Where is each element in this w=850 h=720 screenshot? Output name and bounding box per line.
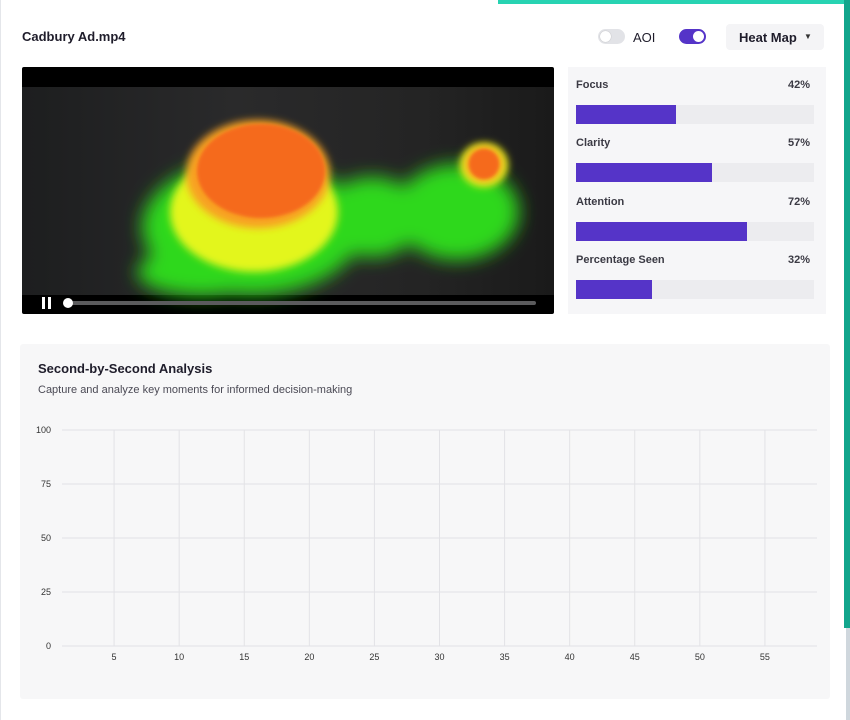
metric-value: 42% (787, 79, 810, 91)
scrollbar-thumb[interactable] (844, 0, 850, 628)
metrics-panel: Focus 42% Clarity 57% Attention 72% Perc… (568, 67, 826, 314)
view-mode-selected: Heat Map (739, 30, 797, 45)
caret-down-icon: ▼ (804, 32, 812, 41)
analysis-chart: 0 25 50 75 100 5 10 15 20 25 30 35 40 45 50 55 (36, 425, 817, 662)
y-tick-label: 75 (41, 479, 51, 489)
toggle-knob (693, 31, 704, 42)
analysis-title: Second-by-Second Analysis (38, 361, 213, 376)
aoi-toggle-label: AOI (633, 30, 656, 45)
toggle-knob (600, 31, 611, 42)
metric-label: Attention (576, 196, 625, 208)
x-tick-label: 55 (760, 652, 770, 662)
metric-bar-fill (576, 105, 676, 124)
metric-value: 57% (787, 137, 810, 149)
metric-value: 72% (787, 196, 810, 208)
metric-label: Clarity (576, 137, 611, 149)
aoi-toggle[interactable] (598, 29, 625, 44)
view-mode-dropdown[interactable]: Heat Map ▼ (726, 24, 824, 50)
video-file-title: Cadbury Ad.mp4 (22, 29, 126, 44)
heatmap-toggle[interactable] (679, 29, 706, 44)
x-tick-label: 25 (369, 652, 379, 662)
video-progress-track[interactable] (66, 301, 536, 305)
metric-bar-fill (576, 163, 712, 182)
page-left-border (0, 0, 1, 720)
metric-attention: Attention 72% (568, 184, 826, 242)
scrollbar-track[interactable] (846, 628, 850, 720)
x-tick-label: 40 (565, 652, 575, 662)
metric-bar-track (576, 105, 814, 124)
x-tick-label: 50 (695, 652, 705, 662)
y-tick-label: 25 (41, 587, 51, 597)
pause-icon[interactable] (42, 297, 52, 309)
y-tick-label: 50 (41, 533, 51, 543)
metric-bar-track (576, 280, 814, 299)
metric-bar-track (576, 222, 814, 241)
x-tick-label: 35 (500, 652, 510, 662)
video-progress-thumb[interactable] (63, 298, 73, 308)
x-tick-label: 5 (112, 652, 117, 662)
x-tick-label: 45 (630, 652, 640, 662)
y-tick-label: 0 (46, 641, 51, 651)
metric-focus: Focus 42% (568, 67, 826, 125)
second-by-second-panel: Second-by-Second Analysis Capture and an… (20, 344, 830, 699)
metric-bar-track (576, 163, 814, 182)
metric-bar-fill (576, 222, 748, 241)
top-accent-bar (498, 0, 850, 4)
y-tick-label: 100 (36, 425, 51, 435)
metric-label: Focus (576, 79, 609, 91)
metric-clarity: Clarity 57% (568, 125, 826, 183)
x-tick-label: 10 (174, 652, 184, 662)
analysis-subtitle: Capture and analyze key moments for info… (38, 384, 353, 396)
metric-label: Percentage Seen (576, 254, 665, 266)
metric-bar-fill (576, 280, 653, 299)
x-tick-label: 30 (434, 652, 444, 662)
x-tick-label: 20 (304, 652, 314, 662)
heatmap-overlay (137, 120, 519, 296)
metric-percentage-seen: Percentage Seen 32% (568, 242, 826, 300)
video-player[interactable] (22, 67, 554, 314)
x-tick-label: 15 (239, 652, 249, 662)
metric-value: 32% (787, 254, 810, 266)
